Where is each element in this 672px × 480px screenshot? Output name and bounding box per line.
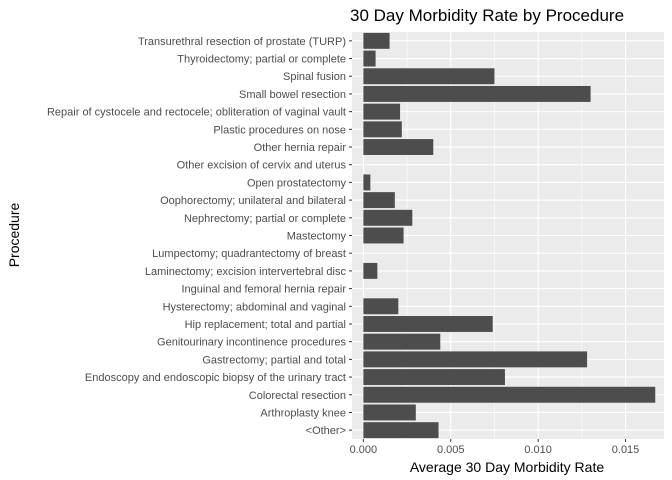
- bar: [363, 32, 390, 49]
- y-tick-label: Gastrectomy; partial and total: [202, 354, 346, 366]
- y-tick-label: Nephrectomy; partial or complete: [184, 213, 346, 225]
- bars: [363, 32, 656, 439]
- y-tick-label: <Other>: [306, 425, 346, 437]
- bar: [363, 192, 395, 209]
- bar: [363, 298, 399, 315]
- y-tick-label: Plastic procedures on nose: [213, 124, 346, 136]
- bar: [363, 422, 439, 439]
- y-tick-label: Small bowel resection: [239, 89, 346, 101]
- y-tick-label: Hysterectomy; abdominal and vaginal: [163, 301, 346, 313]
- y-tick-label: Lumpectomy; quadrantectomy of breast: [152, 248, 346, 260]
- bar: [363, 68, 495, 85]
- bar: [363, 50, 376, 67]
- y-tick-label: Laminectomy; excision intervertebral dis…: [145, 266, 347, 278]
- y-tick-label: Genitourinary incontinence procedures: [157, 337, 346, 349]
- bar: [363, 351, 588, 368]
- y-tick-label: Other hernia repair: [254, 142, 347, 154]
- y-tick-label: Oophorectomy; unilateral and bilateral: [160, 195, 346, 207]
- y-tick-label: Other excision of cervix and uterus: [177, 160, 347, 172]
- bar: [363, 139, 434, 155]
- y-tick-label: Hip replacement; total and partial: [185, 319, 346, 331]
- x-tick-label: 0.010: [524, 444, 552, 456]
- bar: [363, 386, 656, 403]
- bar: [363, 316, 493, 332]
- bar: [363, 369, 505, 386]
- y-tick-label: Spinal fusion: [283, 71, 346, 83]
- bar: [363, 209, 413, 226]
- y-axis-ticks: Transurethral resection of prostate (TUR…: [47, 36, 352, 437]
- bar: [363, 103, 401, 120]
- chart-title: 30 Day Morbidity Rate by Procedure: [350, 6, 624, 25]
- y-tick-label: Repair of cystocele and rectocele; oblit…: [47, 107, 346, 119]
- y-tick-label: Arthroplasty knee: [260, 407, 346, 419]
- y-tick-label: Mastectomy: [287, 231, 347, 243]
- y-tick-label: Endoscopy and endoscopic biopsy of the u…: [85, 372, 346, 384]
- bar: [363, 85, 591, 102]
- x-axis-title: Average 30 Day Morbidity Rate: [410, 459, 604, 475]
- bar: [363, 333, 441, 350]
- bar: [363, 227, 404, 244]
- y-tick-label: Open prostatectomy: [247, 177, 347, 189]
- y-tick-label: Transurethral resection of prostate (TUR…: [138, 36, 346, 48]
- x-tick-label: 0.000: [350, 444, 378, 456]
- bar: [363, 121, 402, 138]
- bar: [363, 262, 378, 279]
- y-axis-title: Procedure: [6, 202, 22, 267]
- x-axis-ticks: 0.000 0.005 0.010 0.015: [350, 439, 640, 456]
- x-tick-label: 0.005: [437, 444, 465, 456]
- y-tick-label: Thyroidectomy; partial or complete: [177, 54, 346, 66]
- y-tick-label: Colorectal resection: [249, 390, 346, 402]
- x-tick-label: 0.015: [612, 444, 640, 456]
- bar: [363, 404, 416, 421]
- bar: [363, 174, 371, 191]
- y-tick-label: Inguinal and femoral hernia repair: [182, 284, 347, 296]
